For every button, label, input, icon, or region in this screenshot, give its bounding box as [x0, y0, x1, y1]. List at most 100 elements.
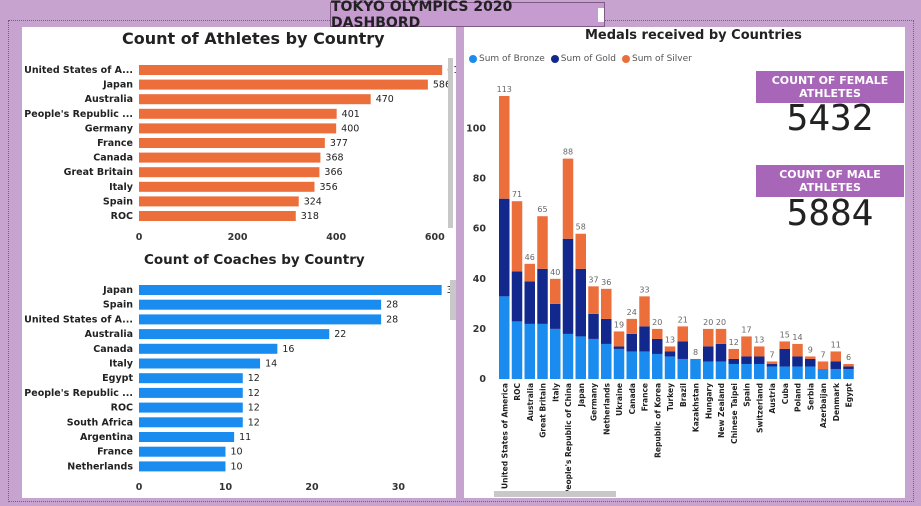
medals-bar-bronze[interactable] [664, 356, 676, 379]
medals-bar-bronze[interactable] [728, 363, 740, 379]
medals-scrollbar[interactable] [494, 491, 616, 497]
medals-bar-silver[interactable] [779, 341, 791, 349]
medals-bar-silver[interactable] [652, 328, 663, 339]
coaches-chart[interactable]: Japan35Spain28United States of A...28Aus… [22, 278, 456, 498]
medals-bar-gold[interactable] [843, 366, 854, 369]
medals-bar-gold[interactable] [741, 356, 752, 364]
medals-bar-gold[interactable] [715, 343, 727, 362]
coaches-bar[interactable] [139, 461, 226, 472]
athletes-bar[interactable] [139, 65, 443, 75]
medals-bar-silver[interactable] [601, 288, 612, 319]
athletes-bar[interactable] [139, 211, 296, 221]
athletes-bar[interactable] [139, 152, 321, 163]
medals-bar-silver[interactable] [575, 233, 587, 269]
medals-bar-gold[interactable] [703, 346, 714, 362]
medals-bar-silver[interactable] [703, 328, 714, 347]
medals-bar-bronze[interactable] [575, 336, 587, 379]
athletes-bar[interactable] [139, 79, 428, 90]
athletes-scrollbar[interactable] [448, 58, 453, 228]
coaches-bar[interactable] [139, 285, 442, 295]
medals-bar-bronze[interactable] [652, 353, 663, 379]
medals-bar-silver[interactable] [588, 286, 599, 314]
medals-bar-bronze[interactable] [830, 368, 842, 379]
coaches-bar[interactable] [139, 373, 243, 384]
coaches-bar[interactable] [139, 329, 330, 340]
medals-bar-gold[interactable] [830, 361, 842, 369]
medals-bar-silver[interactable] [715, 328, 727, 344]
medals-bar-silver[interactable] [754, 346, 765, 357]
medals-bar-gold[interactable] [601, 318, 612, 344]
medals-bar-silver[interactable] [741, 336, 752, 357]
medals-bar-silver[interactable] [639, 296, 650, 327]
medals-bar-gold[interactable] [550, 303, 561, 329]
medals-bar-silver[interactable] [562, 158, 574, 239]
medals-bar-gold[interactable] [639, 326, 650, 352]
coaches-bar[interactable] [139, 417, 243, 428]
legend-bronze[interactable]: Sum of Bronze [469, 54, 545, 64]
medals-bar-silver[interactable] [613, 331, 625, 347]
medals-bar-bronze[interactable] [817, 368, 829, 379]
athletes-bar[interactable] [139, 167, 320, 178]
medals-bar-gold[interactable] [754, 356, 765, 364]
medals-bar-bronze[interactable] [690, 358, 701, 379]
coaches-bar[interactable] [139, 358, 261, 369]
medals-bar-gold[interactable] [613, 346, 625, 349]
medals-bar-bronze[interactable] [677, 358, 689, 379]
medals-bar-silver[interactable] [499, 96, 510, 199]
medals-bar-gold[interactable] [664, 351, 676, 357]
medals-bar-silver[interactable] [550, 278, 561, 304]
medals-bar-gold[interactable] [575, 268, 587, 337]
medals-bar-silver[interactable] [817, 361, 829, 369]
medals-bar-silver[interactable] [524, 263, 536, 282]
athletes-bar[interactable] [139, 108, 337, 119]
medals-bar-bronze[interactable] [537, 323, 548, 379]
medals-bar-bronze[interactable] [805, 366, 816, 379]
medals-bar-bronze[interactable] [703, 361, 714, 379]
medals-bar-gold[interactable] [537, 268, 548, 324]
medals-bar-silver[interactable] [664, 346, 676, 352]
medals-bar-silver[interactable] [843, 363, 854, 367]
medals-bar-silver[interactable] [830, 351, 842, 362]
medals-bar-gold[interactable] [805, 358, 816, 367]
athletes-bar[interactable] [139, 196, 299, 207]
medals-bar-bronze[interactable] [626, 351, 638, 379]
coaches-bar[interactable] [139, 432, 235, 442]
medals-bar-gold[interactable] [652, 338, 663, 354]
coaches-bar[interactable] [139, 387, 243, 398]
legend-gold[interactable]: Sum of Gold [550, 54, 616, 64]
coaches-bar[interactable] [139, 343, 278, 354]
medals-bar-bronze[interactable] [639, 351, 650, 379]
medals-chart[interactable]: 0 20 40 60 80 100 113 United States of America 7… [464, 66, 905, 498]
athletes-bar[interactable] [139, 181, 315, 192]
medals-bar-bronze[interactable] [550, 328, 561, 379]
medals-bar-gold[interactable] [677, 341, 689, 359]
medals-bar-silver[interactable] [537, 216, 548, 269]
medals-bar-gold[interactable] [511, 271, 523, 322]
athletes-chart[interactable]: United States of A...615Japan586Australi… [22, 55, 456, 245]
medals-bar-bronze[interactable] [754, 363, 765, 379]
coaches-scrollbar[interactable] [450, 280, 456, 320]
medals-bar-bronze[interactable] [562, 333, 574, 379]
medals-bar-gold[interactable] [728, 358, 740, 364]
medals-bar-bronze[interactable] [843, 368, 854, 379]
medals-bar-gold[interactable] [524, 281, 536, 324]
athletes-bar[interactable] [139, 138, 325, 148]
medals-bar-gold[interactable] [562, 238, 574, 334]
coaches-bar[interactable] [139, 299, 382, 310]
medals-bar-bronze[interactable] [779, 366, 791, 379]
medals-bar-gold[interactable] [499, 198, 510, 297]
coaches-bar[interactable] [139, 446, 226, 457]
medals-bar-gold[interactable] [626, 333, 638, 352]
medals-bar-gold[interactable] [766, 363, 778, 367]
athletes-bar[interactable] [139, 123, 337, 134]
athletes-bar[interactable] [139, 94, 371, 105]
medals-bar-bronze[interactable] [715, 361, 727, 379]
legend-silver[interactable]: Sum of Silver [622, 54, 692, 64]
medals-bar-silver[interactable] [728, 348, 740, 359]
coaches-bar[interactable] [139, 402, 243, 413]
medals-bar-silver[interactable] [805, 356, 816, 359]
medals-bar-bronze[interactable] [766, 366, 778, 379]
medals-bar-gold[interactable] [588, 313, 599, 339]
medals-bar-silver[interactable] [766, 361, 778, 364]
medals-bar-gold[interactable] [779, 348, 791, 367]
